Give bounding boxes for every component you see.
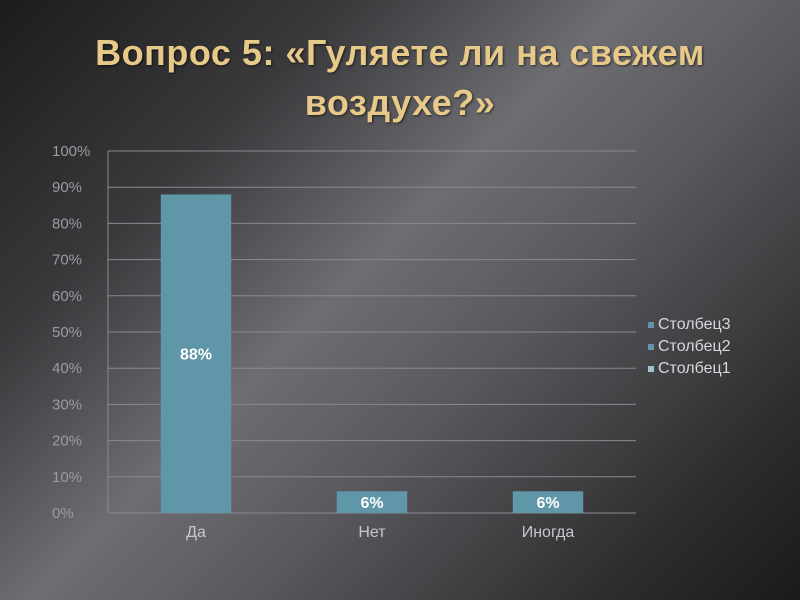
legend-item: Столбец3: [648, 314, 731, 336]
y-tick-label: 100%: [52, 143, 90, 160]
bar: [160, 194, 232, 513]
y-tick-label: 70%: [52, 252, 82, 269]
legend-label: Столбец1: [658, 360, 731, 377]
bar-value-label: 6%: [536, 495, 559, 512]
x-axis-category-labels: Да Нет Иногда: [186, 524, 574, 541]
x-category-label: Нет: [358, 524, 386, 541]
slide-title-line-1: Вопрос 5: «Гуляете ли на свежем: [95, 32, 705, 73]
slide-title: Вопрос 5: «Гуляете ли на свежем воздухе?…: [0, 28, 800, 128]
data-labels: 88% 6% 6%: [180, 347, 560, 512]
y-tick-label: 30%: [52, 396, 82, 413]
bar: [512, 491, 584, 513]
slide-title-line-2: воздухе?»: [304, 82, 496, 123]
bar-value-label: 6%: [360, 495, 383, 512]
x-category-label: Иногда: [522, 524, 575, 541]
y-tick-label: 20%: [52, 433, 82, 450]
y-axis-tick-labels: 0% 10% 20% 30% 40% 50% 60% 70% 80% 90% 100%: [52, 143, 90, 522]
legend-label: Столбец2: [658, 338, 731, 355]
legend-swatch-icon: [648, 366, 654, 372]
y-tick-label: 10%: [52, 469, 82, 486]
y-tick-label: 50%: [52, 324, 82, 341]
legend-swatch-icon: [648, 322, 654, 328]
legend-swatch-icon: [648, 344, 654, 350]
y-tick-label: 40%: [52, 360, 82, 377]
y-tick-label: 90%: [52, 179, 82, 196]
legend-item: Столбец1: [648, 358, 731, 380]
y-tick-label: 0%: [52, 505, 74, 522]
bar-value-label: 88%: [180, 347, 212, 364]
bars: [160, 194, 584, 513]
bar: [336, 491, 408, 513]
y-tick-label: 60%: [52, 288, 82, 305]
y-tick-label: 80%: [52, 215, 82, 232]
x-category-label: Да: [186, 524, 206, 541]
legend-item: Столбец2: [648, 336, 731, 358]
chart-legend: Столбец3 Столбец2 Столбец1: [648, 314, 731, 380]
legend-label: Столбец3: [658, 316, 731, 333]
